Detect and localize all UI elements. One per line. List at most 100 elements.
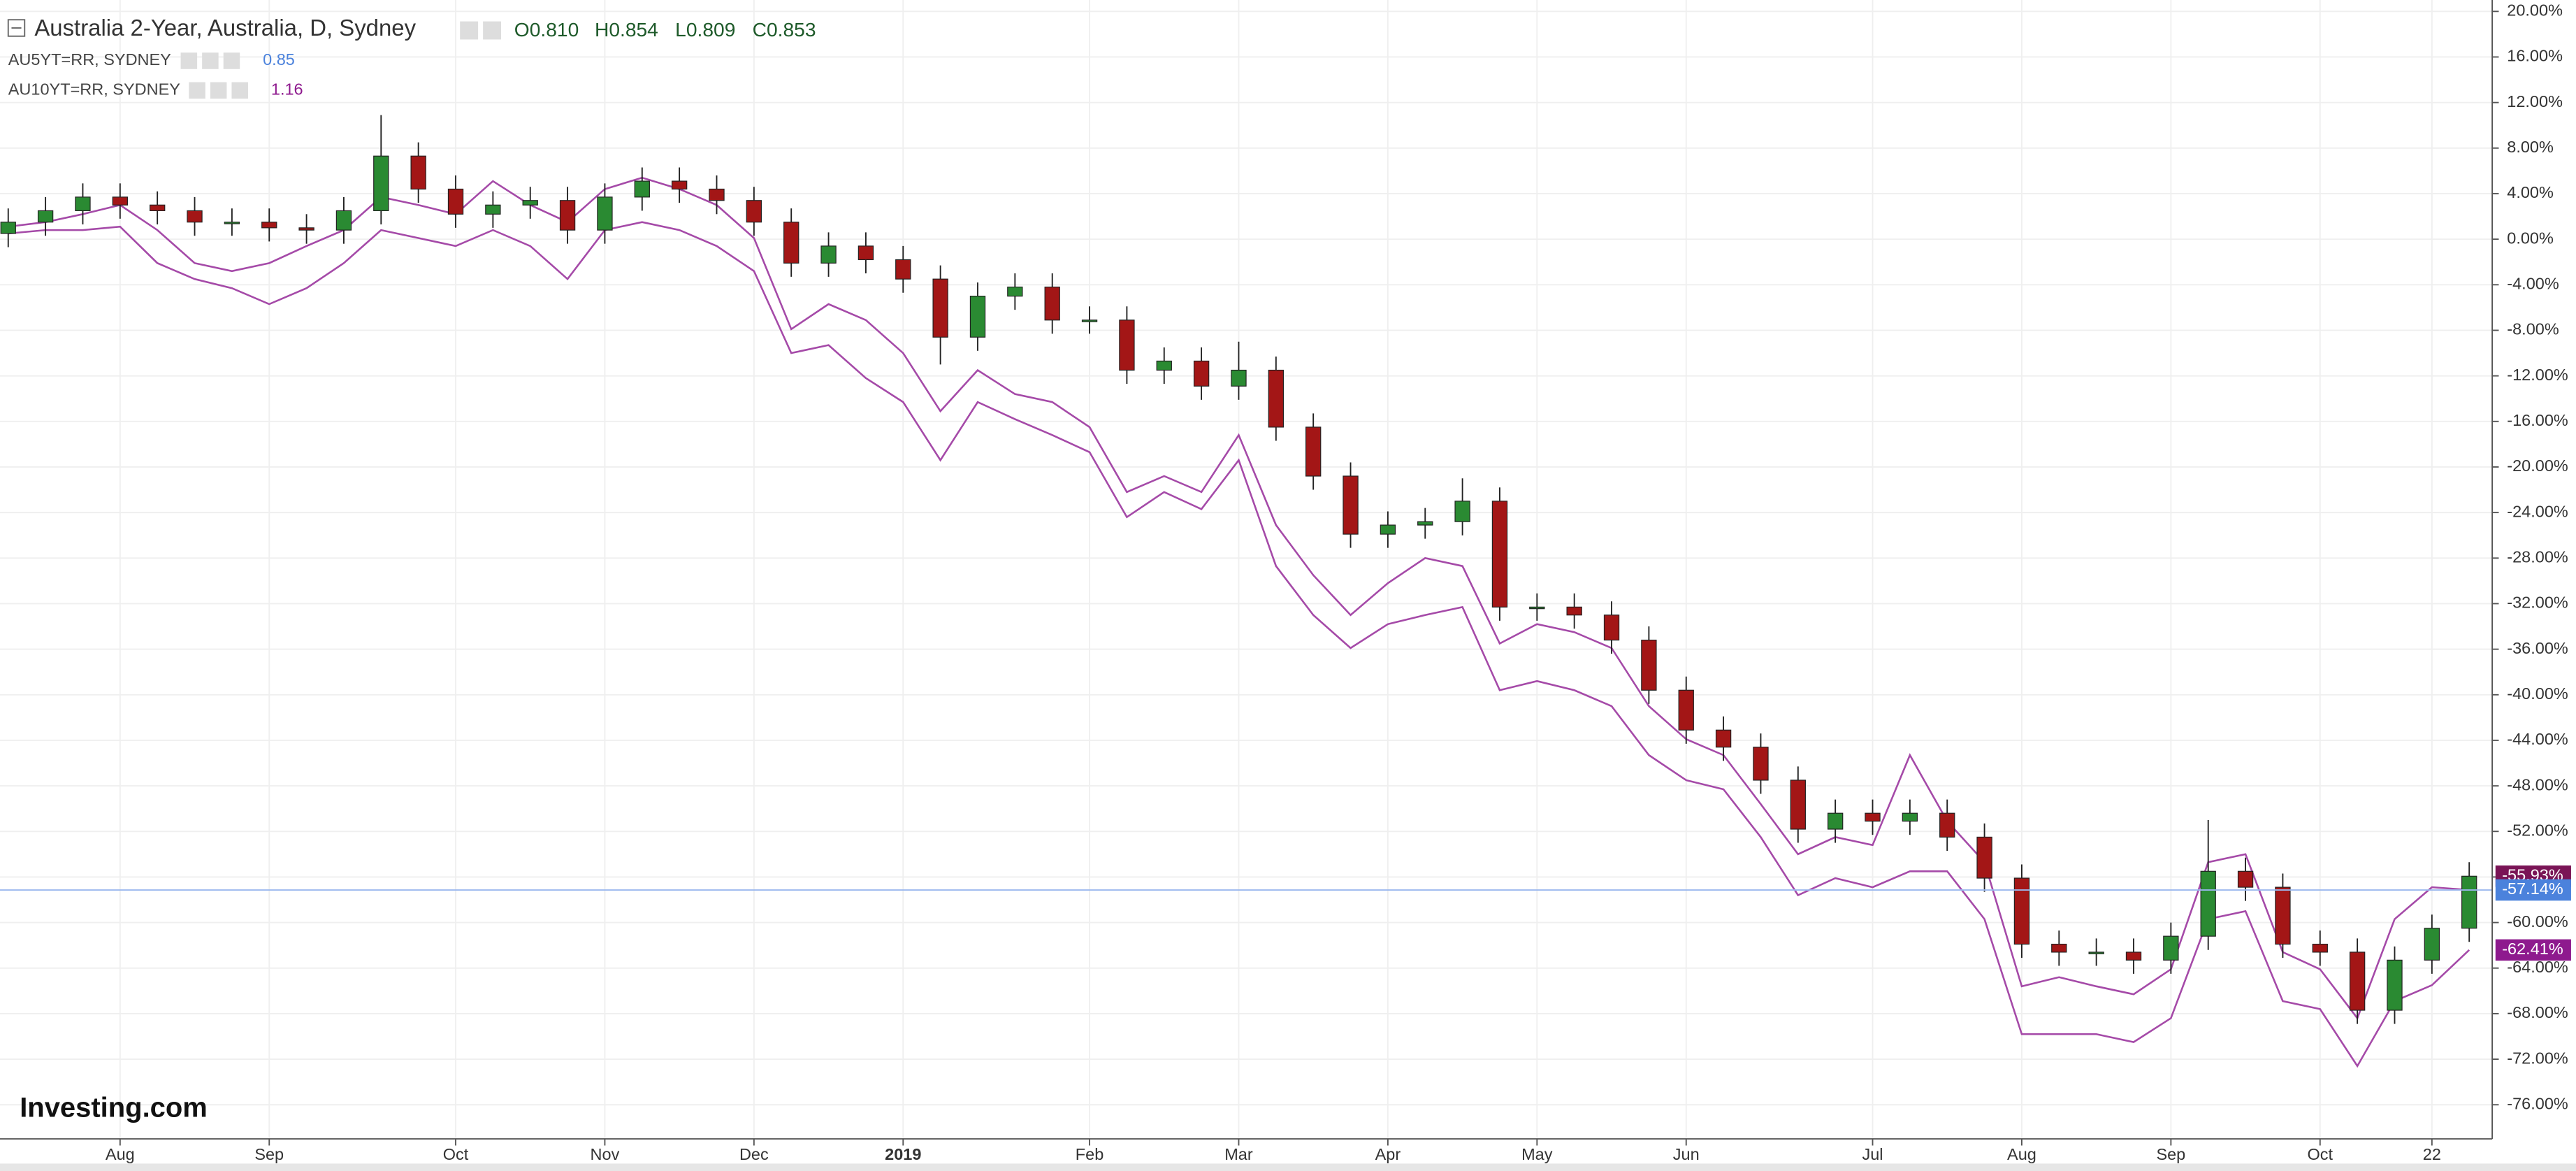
y-tick-label: 0.00% — [2507, 229, 2554, 247]
candle-body — [1193, 360, 1210, 387]
price-tag — [2495, 939, 2571, 961]
candle-body — [1902, 812, 1918, 822]
y-tick-label: -12.00% — [2507, 366, 2568, 384]
candle-body — [1380, 524, 1396, 535]
y-tick-label: -8.00% — [2507, 320, 2559, 338]
legend-value: 1.16 — [271, 80, 303, 99]
candle-body — [1678, 689, 1694, 731]
y-tick-label: -64.00% — [2507, 958, 2568, 976]
x-tick-label: Nov — [591, 1145, 620, 1163]
candle-body — [187, 210, 203, 223]
x-tick-label: Apr — [1375, 1145, 1401, 1163]
legend-value: 0.85 — [263, 50, 295, 69]
candle-body — [2312, 943, 2328, 953]
legend-icon — [180, 52, 198, 69]
settings-icon[interactable] — [483, 21, 501, 40]
y-tick-label: 12.00% — [2507, 92, 2563, 110]
candle-body — [2461, 875, 2477, 929]
candle-body — [932, 278, 948, 338]
y-tick-label: -52.00% — [2507, 821, 2568, 839]
candle-body — [1715, 729, 1732, 748]
x-tick-label: Aug — [106, 1145, 135, 1163]
x-tick-label: Mar — [1224, 1145, 1253, 1163]
x-tick-label: Jul — [1862, 1145, 1883, 1163]
candle-body — [1343, 475, 1359, 535]
candle-body — [37, 210, 54, 223]
candle-body — [1081, 319, 1098, 322]
ohlc-close: C0.853 — [753, 18, 816, 41]
settings-icon[interactable] — [460, 21, 479, 40]
y-tick-label: -28.00% — [2507, 547, 2568, 566]
y-tick-label: -16.00% — [2507, 411, 2568, 429]
y-tick-label: 4.00% — [2507, 183, 2554, 201]
candle-body — [373, 155, 389, 212]
candle-body — [2088, 951, 2104, 954]
x-tick-label: Jun — [1673, 1145, 1700, 1163]
candle-body — [783, 222, 799, 264]
candle-body — [1976, 836, 1992, 879]
candle-body — [1827, 812, 1844, 830]
candle-body — [261, 222, 277, 229]
candle-body — [858, 245, 874, 261]
x-tick-label: Dec — [739, 1145, 769, 1163]
candle-body — [1305, 426, 1322, 477]
candle-body — [671, 180, 688, 190]
ohlc-open: O0.810 — [514, 18, 579, 41]
y-tick-label: -60.00% — [2507, 912, 2568, 931]
candle-body — [2275, 886, 2291, 945]
y-tick-label: -32.00% — [2507, 594, 2568, 612]
y-tick-label: -4.00% — [2507, 275, 2559, 293]
chart-title: Australia 2-Year, Australia, D, Sydney — [34, 15, 416, 41]
candle-body — [1790, 780, 1806, 830]
candle-body — [298, 227, 314, 231]
candle-body — [1939, 812, 1955, 838]
candle-body — [895, 259, 911, 280]
x-tick-label: Oct — [443, 1145, 469, 1163]
y-tick-label: -72.00% — [2507, 1049, 2568, 1067]
candle-body — [2237, 870, 2254, 888]
legend-icon — [223, 52, 240, 69]
line-series — [8, 176, 2470, 1021]
x-tick-label: May — [1521, 1145, 1553, 1163]
y-tick-label: -36.00% — [2507, 639, 2568, 657]
candle-body — [820, 245, 837, 264]
candle-body — [2387, 959, 2403, 1011]
legend-icon — [189, 82, 205, 99]
y-tick-label: 16.00% — [2507, 47, 2563, 65]
candle-body — [1491, 501, 1508, 608]
y-tick-label: -68.00% — [2507, 1003, 2568, 1021]
legend-name: AU5YT=RR, SYDNEY — [8, 50, 171, 69]
candle-body — [75, 196, 91, 212]
candle-body — [2163, 935, 2179, 961]
candle-body — [969, 296, 986, 338]
y-tick-label: -44.00% — [2507, 730, 2568, 748]
x-tick-label: Aug — [2007, 1145, 2036, 1163]
candle-body — [2200, 870, 2216, 937]
collapse-button[interactable] — [7, 19, 26, 37]
line-series — [8, 221, 2470, 1068]
price-tag-label: -62.41% — [2502, 940, 2563, 958]
candle-body — [2051, 943, 2067, 953]
candle-body — [1566, 606, 1582, 616]
candle-body — [112, 196, 128, 206]
candle-body — [1865, 812, 1881, 822]
candle-body — [1119, 319, 1135, 371]
candle-body — [597, 196, 613, 231]
candle-body — [1044, 286, 1060, 321]
scrollbar[interactable] — [0, 1163, 2576, 1171]
candle-body — [709, 188, 725, 201]
candle-body — [2013, 877, 2030, 945]
candle-body — [2424, 928, 2440, 961]
candle-body — [224, 222, 240, 224]
candle-body — [1231, 369, 1247, 387]
candle-body — [2349, 951, 2366, 1011]
legend-icon — [210, 82, 227, 99]
candle-body — [150, 204, 166, 212]
candle-body — [1641, 639, 1657, 691]
candle-body — [746, 200, 762, 223]
candle-body — [0, 222, 16, 234]
y-tick-label: 8.00% — [2507, 138, 2554, 156]
